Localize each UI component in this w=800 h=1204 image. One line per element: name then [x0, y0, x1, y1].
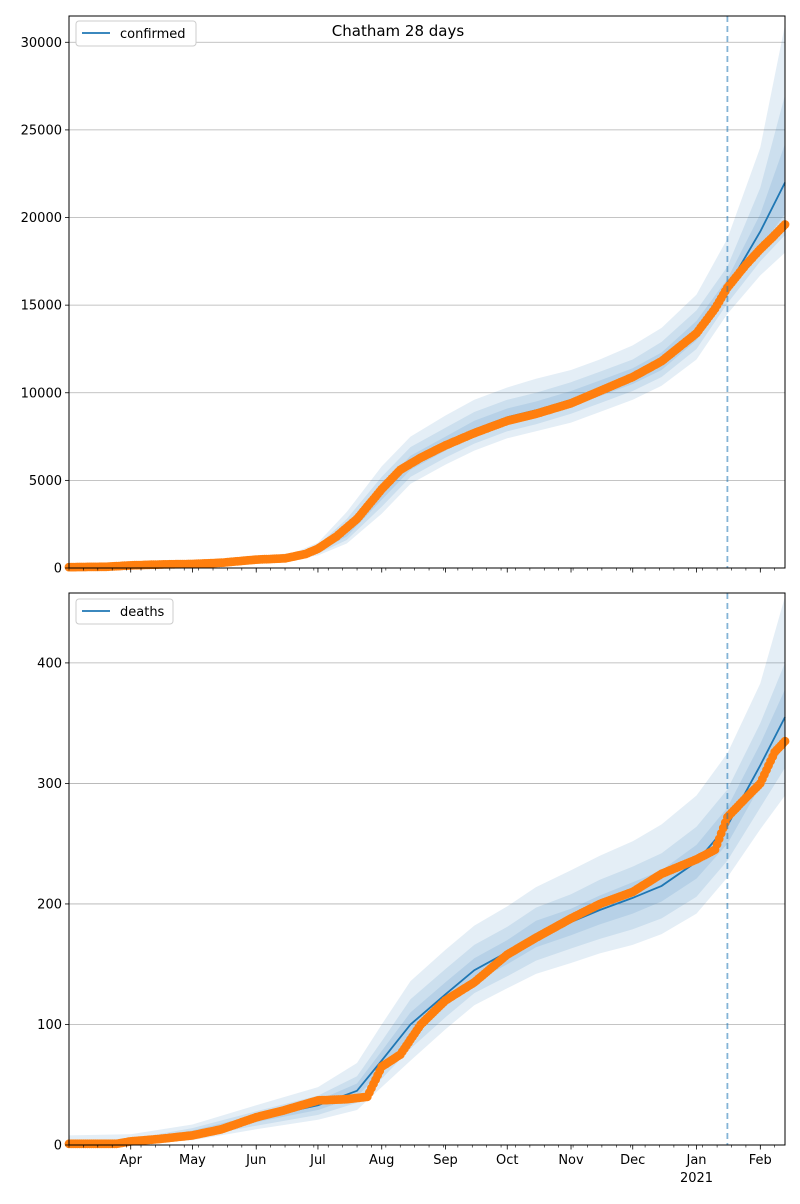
x-month-label: May: [179, 1153, 206, 1168]
x-month-label: Apr: [119, 1153, 142, 1168]
confirmed-y-tick-label: 5000: [29, 474, 62, 489]
deaths-y-tick-label: 100: [37, 1018, 62, 1033]
confirmed-observed-markers: [64, 220, 790, 572]
deaths-panel: 0 100 200 300 400 deaths Apr May Jun Jul Aug Sep O…: [37, 592, 790, 1186]
x-month-label: Aug: [369, 1153, 394, 1168]
deaths-legend: deaths: [75, 598, 174, 625]
x-month-label: Jan: [686, 1153, 707, 1168]
confirmed-axes-frame: [68, 15, 786, 569]
x-month-label: Feb: [749, 1153, 772, 1168]
confirmed-y-tick-label: 20000: [21, 211, 62, 226]
confirmed-y-tick-label: 25000: [21, 123, 62, 138]
deaths-bands: [69, 596, 785, 1145]
x-month-label: Jul: [309, 1153, 326, 1168]
deaths-band-middle: [69, 662, 785, 1145]
x-month-label: Nov: [558, 1153, 584, 1168]
deaths-y-tick-label: 0: [54, 1139, 62, 1154]
x-year-label: 2021: [680, 1171, 713, 1186]
confirmed-legend: confirmed: [75, 20, 197, 47]
confirmed-panel: 0 5000 10000 15000 20000 25000 30000 confirmed…: [21, 15, 790, 577]
confirmed-y-tick-label: 30000: [21, 36, 62, 51]
x-month-label: Jun: [245, 1153, 266, 1168]
confirmed-y-ticks: 0 5000 10000 15000 20000 25000 30000: [21, 36, 69, 577]
x-axis-month-labels: Apr May Jun Jul Aug Sep Oct Nov Dec Jan 2021 Feb: [119, 1153, 771, 1186]
deaths-x-ticks: [68, 1145, 776, 1150]
deaths-y-tick-label: 200: [37, 897, 62, 912]
deaths-gridlines: [69, 662, 785, 1025]
deaths-y-tick-label: 400: [37, 656, 62, 671]
deaths-axes-frame: [68, 592, 786, 1146]
confirmed-legend-label: confirmed: [120, 27, 186, 42]
chart-title: Chatham 28 days: [332, 22, 465, 40]
deaths-legend-box: [75, 598, 174, 625]
deaths-y-ticks: 0 100 200 300 400: [37, 656, 69, 1154]
x-month-label: Dec: [620, 1153, 645, 1168]
x-month-label: Sep: [433, 1153, 458, 1168]
confirmed-x-ticks: [68, 568, 776, 573]
confirmed-y-tick-label: 10000: [21, 386, 62, 401]
confirmed-gridlines: [69, 41, 785, 481]
confirmed-y-tick-label: 15000: [21, 299, 62, 314]
confirmed-y-tick-label: 0: [54, 562, 62, 577]
deaths-band-outer: [69, 596, 785, 1145]
deaths-y-tick-label: 300: [37, 777, 62, 792]
x-month-label: Oct: [496, 1153, 518, 1168]
deaths-legend-label: deaths: [120, 605, 165, 620]
confirmed-legend-box: [75, 20, 197, 47]
